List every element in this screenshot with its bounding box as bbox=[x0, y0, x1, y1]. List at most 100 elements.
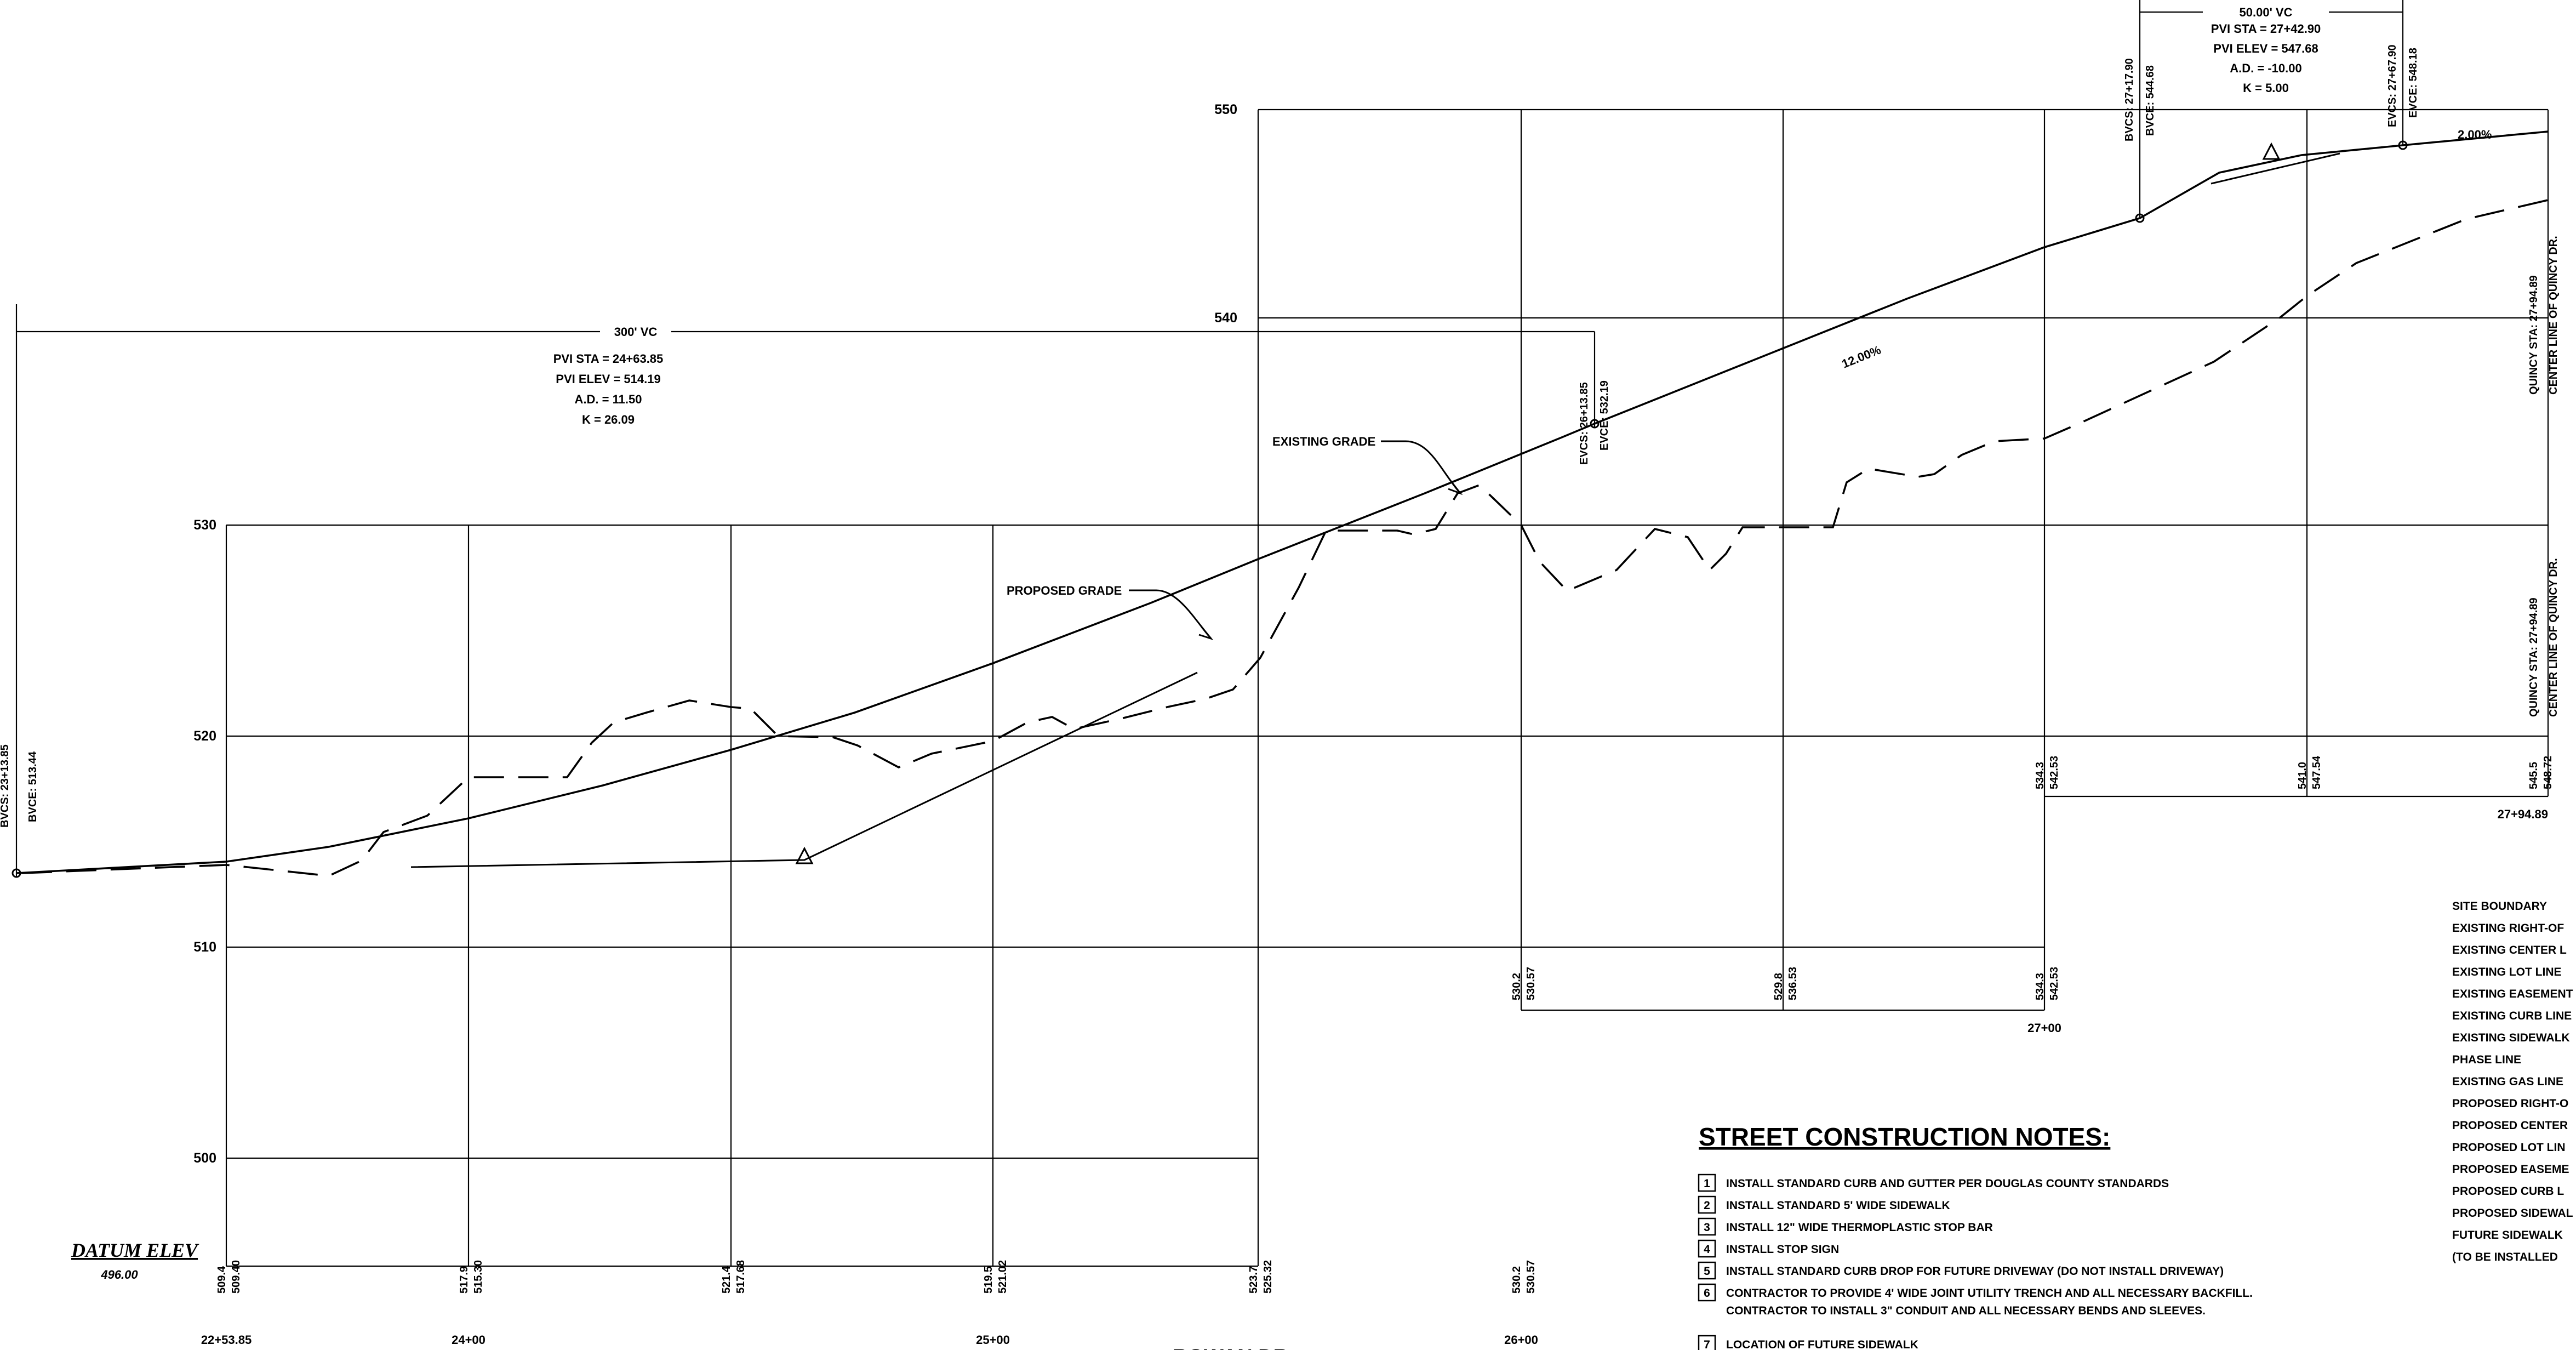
legend-item: PROPOSED CENTER bbox=[2452, 1119, 2568, 1132]
elev-existing-5: 530.2 bbox=[1511, 1266, 1523, 1294]
note-item-3: 3 INSTALL 12" WIDE THERMOPLASTIC STOP BA… bbox=[1698, 1217, 1993, 1236]
elev-proposed-6: 530.57 bbox=[1525, 967, 1537, 1000]
elevation-labels: 550 540 530 520 510 500 bbox=[193, 102, 1237, 1166]
elev-existing-9: 534.3 bbox=[2034, 762, 2046, 789]
quincy-reference-1: QUINCY STA: 27+94.89 CENTER LINE OF QUIN… bbox=[2528, 236, 2560, 395]
station-label-2: 25+00 bbox=[976, 1333, 1010, 1347]
elevation-data-columns: 509.4 509.40 517.9 515.30 521.4 517.68 5… bbox=[216, 755, 2554, 1294]
elev-existing-1: 517.9 bbox=[458, 1266, 470, 1294]
pvi-elev-1: PVI ELEV = 514.19 bbox=[556, 372, 660, 386]
note-item-1: 1 INSTALL STANDARD CURB AND GUTTER PER D… bbox=[1698, 1174, 2169, 1192]
quincy-line-1: CENTER LINE OF QUINCY DR. bbox=[2548, 236, 2560, 395]
note-text: INSTALL STANDARD 5' WIDE SIDEWALK bbox=[1726, 1199, 1950, 1212]
note-number: 2 bbox=[1704, 1199, 1710, 1212]
pvi-sta-1: PVI STA = 24+63.85 bbox=[553, 352, 664, 366]
station-label-4: 27+00 bbox=[2027, 1021, 2061, 1035]
station-label-3: 26+00 bbox=[1504, 1333, 1538, 1347]
evce-1: EVCE: 532.19 bbox=[1598, 380, 1610, 451]
pvi-sta-2: PVI STA = 27+42.90 bbox=[2211, 22, 2321, 36]
legend-item: PROPOSED CURB L bbox=[2452, 1185, 2564, 1198]
bvce-2: BVCE: 544.68 bbox=[2144, 65, 2156, 136]
tangent-lines bbox=[410, 152, 2340, 868]
elev-proposed-3: 521.02 bbox=[997, 1260, 1009, 1294]
profile-grid bbox=[225, 109, 2549, 1267]
note-text: CONTRACTOR TO PROVIDE 4' WIDE JOINT UTIL… bbox=[1726, 1287, 2253, 1300]
elev-label-530: 530 bbox=[193, 517, 216, 533]
legend-item: PROPOSED RIGHT-O bbox=[2452, 1097, 2568, 1110]
station-label-5: 27+94.89 bbox=[2498, 807, 2548, 821]
note-number: 4 bbox=[1704, 1243, 1710, 1256]
legend-item: SITE BOUNDARY bbox=[2452, 900, 2547, 913]
note-number: 3 bbox=[1704, 1221, 1710, 1234]
grade-label-2: 2.00% bbox=[2458, 128, 2492, 141]
ad-1: A.D. = 11.50 bbox=[575, 392, 642, 406]
note-item-4: 4 INSTALL STOP SIGN bbox=[1698, 1239, 1839, 1258]
quincy-line-2: CENTER LINE OF QUINCY DR. bbox=[2548, 558, 2560, 717]
legend-list: SITE BOUNDARY EXISTING RIGHT-OF EXISTING… bbox=[2452, 900, 2573, 1263]
pvi-triangle-2 bbox=[2262, 142, 2281, 160]
datum-value: 496.00 bbox=[100, 1268, 138, 1281]
station-labels: 22+53.85 24+00 25+00 26+00 27+00 27+94.8… bbox=[201, 807, 2548, 1347]
elev-existing-11: 545.5 bbox=[2528, 762, 2540, 789]
elev-proposed-4: 525.32 bbox=[1262, 1260, 1274, 1294]
legend-item: (TO BE INSTALLED bbox=[2452, 1251, 2558, 1263]
vc-length-1: 300' VC bbox=[614, 325, 658, 339]
street-name: ROWAN DR bbox=[1173, 1346, 1288, 1350]
elev-proposed-1: 515.30 bbox=[472, 1260, 484, 1294]
pvi-elev-2: PVI ELEV = 547.68 bbox=[2213, 42, 2318, 55]
quincy-sta-1: QUINCY STA: 27+94.89 bbox=[2528, 275, 2540, 395]
proposed-grade-line bbox=[16, 130, 2549, 874]
datum-block: DATUM ELEV 496.00 bbox=[71, 1239, 199, 1281]
note-text: CONTRACTOR TO INSTALL 3" CONDUIT AND ALL… bbox=[1726, 1305, 2206, 1317]
vertical-curve-1: 300' VC PVI STA = 24+63.85 PVI ELEV = 51… bbox=[0, 304, 1610, 877]
elev-label-520: 520 bbox=[193, 728, 216, 744]
quincy-sta-2: QUINCY STA: 27+94.89 bbox=[2528, 597, 2540, 717]
note-text: INSTALL STANDARD CURB DROP FOR FUTURE DR… bbox=[1726, 1265, 2224, 1278]
elev-proposed-11: 548.72 bbox=[2542, 756, 2554, 789]
construction-notes: STREET CONSTRUCTION NOTES: 1 INSTALL STA… bbox=[1698, 1123, 2253, 1350]
note-item-5: 5 INSTALL STANDARD CURB DROP FOR FUTURE … bbox=[1698, 1261, 2224, 1280]
elev-label-540: 540 bbox=[1214, 310, 1237, 326]
existing-grade-callout: EXISTING GRADE bbox=[1272, 435, 1375, 448]
station-label-0: 22+53.85 bbox=[201, 1333, 252, 1347]
note-number: 7 bbox=[1704, 1338, 1710, 1350]
elev-proposed-7: 536.53 bbox=[1787, 967, 1799, 1000]
quincy-reference-2: QUINCY STA: 27+94.89 CENTER LINE OF QUIN… bbox=[2528, 558, 2560, 717]
elev-proposed-5: 530.57 bbox=[1525, 1260, 1537, 1294]
k-2: K = 5.00 bbox=[2243, 81, 2289, 95]
vertical-curve-2: 50.00' VC PVI STA = 27+42.90 PVI ELEV = … bbox=[2123, 0, 2419, 218]
elev-proposed-8: 542.53 bbox=[2048, 967, 2060, 1000]
legend-item: EXISTING LOT LINE bbox=[2452, 966, 2562, 978]
note-number: 1 bbox=[1704, 1177, 1710, 1190]
elev-existing-2: 521.4 bbox=[721, 1266, 733, 1294]
legend-item: EXISTING RIGHT-OF bbox=[2452, 922, 2564, 935]
elev-existing-3: 519.5 bbox=[983, 1266, 995, 1294]
note-item-6: 6 CONTRACTOR TO PROVIDE 4' WIDE JOINT UT… bbox=[1698, 1283, 2253, 1317]
elev-existing-10: 541.0 bbox=[2297, 762, 2309, 789]
elev-existing-6: 530.2 bbox=[1511, 973, 1523, 1000]
pvi-triangle-1 bbox=[795, 846, 814, 864]
legend-item: EXISTING CURB LINE bbox=[2452, 1010, 2572, 1022]
elev-existing-8: 534.3 bbox=[2034, 973, 2046, 1000]
legend-item: EXISTING SIDEWALK bbox=[2452, 1032, 2570, 1044]
legend-item: PROPOSED EASEME bbox=[2452, 1163, 2569, 1176]
callout-proposed-grade: PROPOSED GRADE bbox=[1007, 584, 1214, 640]
elev-proposed-10: 547.54 bbox=[2311, 755, 2323, 789]
proposed-grade-callout: PROPOSED GRADE bbox=[1007, 584, 1122, 597]
note-number: 6 bbox=[1704, 1287, 1710, 1300]
elev-label-500: 500 bbox=[193, 1150, 216, 1166]
ad-2: A.D. = -10.00 bbox=[2230, 61, 2301, 75]
legend-item: FUTURE SIDEWALK bbox=[2452, 1229, 2563, 1241]
station-label-1: 24+00 bbox=[452, 1333, 486, 1347]
callout-existing-grade: EXISTING GRADE bbox=[1272, 435, 1463, 495]
legend-item: PROPOSED LOT LIN bbox=[2452, 1141, 2566, 1154]
legend-item: EXISTING GAS LINE bbox=[2452, 1075, 2563, 1088]
legend-item: PROPOSED SIDEWAL bbox=[2452, 1207, 2573, 1220]
elev-label-510: 510 bbox=[193, 939, 216, 955]
note-text: INSTALL 12" WIDE THERMOPLASTIC STOP BAR bbox=[1726, 1221, 1993, 1234]
legend-item: EXISTING EASEMENT bbox=[2452, 988, 2573, 1000]
curve-points bbox=[12, 140, 2408, 878]
evcs-2: EVCS: 27+67.90 bbox=[2386, 44, 2398, 127]
note-text: LOCATION OF FUTURE SIDEWALK bbox=[1726, 1338, 1918, 1350]
